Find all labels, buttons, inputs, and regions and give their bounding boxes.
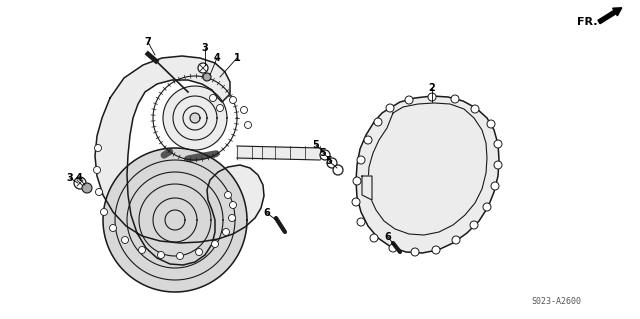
Text: 2: 2 [429,83,435,93]
Circle shape [364,136,372,144]
Circle shape [491,182,499,190]
Polygon shape [163,86,227,150]
Circle shape [327,158,337,168]
Circle shape [428,93,436,101]
Circle shape [386,104,394,112]
Text: 5: 5 [326,156,332,166]
Circle shape [374,118,382,126]
Circle shape [198,63,208,73]
Circle shape [109,225,116,232]
Text: 7: 7 [145,37,152,47]
Polygon shape [237,146,320,160]
Circle shape [209,94,216,101]
Circle shape [389,244,397,252]
Circle shape [483,203,491,211]
Circle shape [357,218,365,226]
Circle shape [138,247,145,254]
Circle shape [494,140,502,148]
Circle shape [203,73,211,81]
Circle shape [244,122,252,129]
Text: S023-A2600: S023-A2600 [531,298,581,307]
Circle shape [223,228,230,235]
Polygon shape [190,113,200,123]
Circle shape [122,236,129,243]
Circle shape [195,249,202,256]
Polygon shape [103,148,247,292]
Circle shape [357,156,365,164]
Circle shape [74,177,86,189]
Circle shape [451,95,459,103]
Text: 4: 4 [76,173,83,183]
Circle shape [333,165,343,175]
Circle shape [93,167,100,174]
Circle shape [230,97,237,103]
Polygon shape [356,96,499,253]
Circle shape [228,214,236,221]
Text: 5: 5 [312,140,319,150]
Circle shape [177,253,184,259]
Circle shape [82,183,92,193]
Circle shape [494,161,502,169]
Circle shape [405,96,413,104]
Circle shape [352,198,360,206]
Polygon shape [95,56,264,265]
Circle shape [157,251,164,258]
Circle shape [95,189,102,196]
Text: 5: 5 [319,148,326,158]
Circle shape [370,234,378,242]
Circle shape [432,246,440,254]
Text: 3: 3 [67,173,74,183]
Circle shape [452,236,460,244]
Circle shape [411,248,419,256]
Circle shape [95,145,102,152]
Circle shape [353,177,361,185]
Circle shape [471,105,479,113]
Circle shape [241,107,248,114]
Circle shape [100,209,108,216]
Text: 6: 6 [385,232,392,242]
Polygon shape [183,106,207,130]
Circle shape [320,150,330,160]
Text: 1: 1 [234,53,241,63]
Circle shape [230,202,237,209]
Circle shape [211,241,218,248]
Circle shape [470,221,478,229]
Polygon shape [173,96,217,140]
Text: 3: 3 [202,43,209,53]
Circle shape [225,191,232,198]
Circle shape [216,105,223,112]
Text: 6: 6 [264,208,270,218]
FancyArrow shape [598,8,622,24]
Text: FR.: FR. [577,17,597,27]
Polygon shape [362,176,372,200]
Circle shape [487,120,495,128]
Text: 4: 4 [214,53,220,63]
